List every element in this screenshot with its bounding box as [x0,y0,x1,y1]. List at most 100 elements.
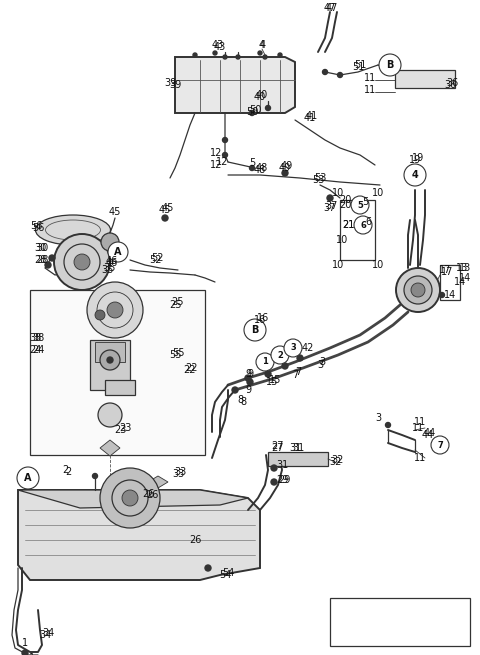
Text: 38: 38 [32,333,44,343]
Circle shape [404,164,426,186]
Text: 55: 55 [169,350,181,360]
Text: 28: 28 [36,255,48,265]
Circle shape [95,310,105,320]
Bar [340,200,375,260]
Text: 17: 17 [441,267,453,277]
Text: 32: 32 [329,457,341,467]
Text: 45: 45 [162,203,174,213]
Text: 15: 15 [269,375,281,385]
Circle shape [282,170,288,176]
Text: 14: 14 [454,277,466,287]
Circle shape [244,319,266,341]
Polygon shape [18,490,260,580]
Circle shape [205,565,211,571]
Text: 14: 14 [459,273,471,283]
Text: 40: 40 [254,92,266,102]
Circle shape [223,55,227,59]
Circle shape [108,242,128,262]
Circle shape [323,69,327,75]
Circle shape [87,282,143,338]
Text: 32: 32 [332,455,344,465]
Text: 39: 39 [164,78,176,88]
Text: 14: 14 [444,290,456,300]
Text: 43: 43 [212,40,224,50]
Circle shape [250,166,254,170]
Text: 6: 6 [360,221,366,229]
Circle shape [271,465,277,471]
Circle shape [263,55,267,59]
Text: 42: 42 [302,343,314,353]
Bar [105,380,135,395]
Text: 37: 37 [324,203,336,213]
Text: 21: 21 [342,220,354,230]
Text: 45: 45 [109,207,121,217]
Bar [90,340,130,390]
Text: 54: 54 [222,568,234,578]
Circle shape [282,363,288,369]
Circle shape [98,403,122,427]
Text: 20: 20 [339,200,351,210]
Circle shape [351,196,369,214]
Text: 25: 25 [169,300,181,310]
Text: 1: 1 [22,638,28,648]
Text: 26: 26 [146,490,158,500]
Polygon shape [18,490,248,508]
Polygon shape [100,440,120,456]
Text: 5: 5 [362,197,368,207]
Text: 12: 12 [210,148,222,158]
Circle shape [49,255,55,261]
Circle shape [101,233,119,251]
Polygon shape [148,476,168,488]
Text: 43: 43 [214,42,226,52]
Text: 27: 27 [272,443,284,453]
Text: 33: 33 [172,469,184,479]
Circle shape [271,346,289,364]
Text: 9: 9 [247,369,253,379]
Circle shape [122,490,138,506]
Text: 8: 8 [237,395,243,405]
Bar [268,452,328,466]
Text: 52: 52 [149,255,161,265]
Circle shape [256,353,274,371]
Circle shape [107,302,123,318]
Text: 10: 10 [372,188,384,198]
Bar [440,265,460,300]
Text: 24: 24 [29,345,41,355]
Polygon shape [175,57,295,113]
Circle shape [223,153,228,157]
Text: 22: 22 [184,365,196,375]
Text: 11: 11 [412,423,424,433]
Text: 7: 7 [295,367,301,377]
Text: 22: 22 [186,363,198,373]
Text: 23: 23 [119,423,131,433]
Text: 28: 28 [34,255,46,265]
Text: 56: 56 [30,221,42,231]
Bar [30,290,205,455]
Text: 23: 23 [114,425,126,435]
Text: 7: 7 [292,370,298,380]
Text: 20: 20 [339,195,351,205]
Text: 31: 31 [292,443,304,453]
Text: 34: 34 [39,630,51,640]
Text: 36: 36 [444,80,456,90]
Text: 11: 11 [414,453,426,463]
Text: 15: 15 [266,377,278,387]
Text: 47: 47 [326,3,338,13]
Text: 51: 51 [354,60,366,70]
Text: 11: 11 [364,73,376,83]
Text: 9: 9 [245,385,251,395]
Text: 10: 10 [332,260,344,270]
Circle shape [107,357,113,363]
Circle shape [278,53,282,57]
Text: 38: 38 [29,333,41,343]
Text: 37: 37 [326,201,338,211]
Text: 4: 4 [412,170,419,180]
Bar [95,342,125,362]
Text: 55: 55 [172,348,184,358]
Circle shape [100,350,120,370]
Text: 3: 3 [290,343,296,352]
Text: 40: 40 [256,90,268,100]
Text: 44: 44 [422,430,434,440]
Text: 46: 46 [106,256,118,266]
Circle shape [236,55,240,59]
